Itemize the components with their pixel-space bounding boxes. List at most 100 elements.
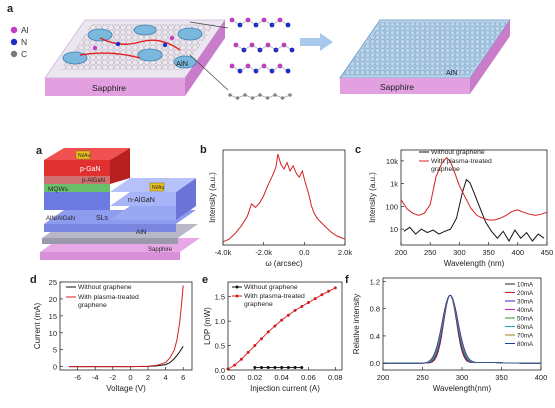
y-axis-label: Intensity (a.u.) xyxy=(368,172,377,223)
atom xyxy=(289,47,295,53)
chart-d: 0 5 10 15 20 25 -6 -4 -2 0 2 4 6 Voltage (V) Current (… xyxy=(33,278,193,393)
panel-a-top-graphic: Al N C xyxy=(10,17,511,100)
series-line-c-1 xyxy=(400,156,548,221)
layer-aln-algan: AlN/AlGaN xyxy=(46,216,75,222)
legend-label: 10mA xyxy=(517,282,534,289)
x-axis-label: Injection current (A) xyxy=(250,384,320,393)
x-axis-label: ω (arcsec) xyxy=(265,259,303,268)
y-tick-label: 25 xyxy=(49,278,57,287)
y-tick-label: 0.0 xyxy=(215,366,225,375)
panel-label-f: f xyxy=(345,274,349,286)
plot-frame xyxy=(227,281,343,371)
panel-label-b: b xyxy=(200,144,207,156)
contact-label-top: Ni/Au xyxy=(78,153,90,159)
legend-label: 30mA xyxy=(517,299,534,306)
left-substrate-label: Sapphire xyxy=(92,83,126,93)
left-substrate: Sapphire AlN xyxy=(44,19,226,96)
panel-c: c 10 100 1k 10k 200 250 300 350 400 450 Wavelength… xyxy=(355,140,555,275)
x-tick-label: -4 xyxy=(92,373,99,382)
atom xyxy=(285,22,291,28)
legend-label: With plasma-treated graphene xyxy=(431,158,492,173)
y-tick-label: 15 xyxy=(49,312,57,321)
legend-marker xyxy=(235,294,239,298)
x-tick-label: 0.08 xyxy=(328,373,343,382)
y-tick-label: 0.0 xyxy=(370,359,380,368)
x-tick-label: 0.0 xyxy=(299,248,309,257)
panel-label-a: a xyxy=(36,145,43,157)
atomic-structure xyxy=(228,17,295,100)
plot-frame xyxy=(222,149,346,246)
left-aln-label: AlN xyxy=(176,59,188,68)
y-tick-label: 100 xyxy=(385,202,398,211)
y-tick-label: 5 xyxy=(53,346,57,355)
x-tick-label: 0.02 xyxy=(248,373,263,382)
y-tick-label: 10k xyxy=(386,157,398,166)
x-tick-label: -2.0k xyxy=(255,248,272,257)
panel-d: d 0 5 10 15 20 25 -6 -4 -2 0 2 4 6 Voltage (V) Current… xyxy=(30,268,200,403)
layer-mqws: MQWs xyxy=(48,186,69,193)
legend-label: With plasma-treated graphene xyxy=(244,293,305,308)
layer-p-algan: p-AlGaN xyxy=(82,178,105,184)
device-stack-graphic: Ni/Au Ni/Au p-GaN p-AlGaN MQWs n-AlGaN S… xyxy=(40,148,200,260)
x-tick-label: 200 xyxy=(377,373,390,382)
atom xyxy=(285,68,291,74)
x-tick-label: -6 xyxy=(74,373,81,382)
y-tick-label: 10 xyxy=(390,225,398,234)
layer-sls: SLs xyxy=(96,215,109,222)
chart-e: 0.0 0.5 1.0 1.5 0.00 0.02 0.04 0.06 0.08 Injectio… xyxy=(203,281,343,393)
layer-p-gan: p-GaN xyxy=(80,166,101,173)
y-tick-label: 1.2 xyxy=(370,277,380,286)
y-tick-label: 1.5 xyxy=(215,293,225,302)
x-tick-label: 450 xyxy=(541,248,554,257)
legend-label: Without graphene xyxy=(78,284,132,291)
x-tick-label: 400 xyxy=(512,248,525,257)
plot-frame xyxy=(59,281,193,371)
panel-label-c: c xyxy=(355,144,362,156)
carbon-atom xyxy=(288,93,292,97)
x-tick-label: -4.0k xyxy=(215,248,232,257)
legend-c-label: C xyxy=(21,49,27,59)
y-tick-label: 0 xyxy=(53,363,57,372)
legend-label: 20mA xyxy=(517,290,534,297)
panel-b: b -4.0k -2.0k 0.0 2.0k ω (arcsec) Intensity (… xyxy=(195,140,355,275)
x-tick-label: 350 xyxy=(482,248,495,257)
y-tick-label: 0.5 xyxy=(215,342,225,351)
x-tick-label: 0.06 xyxy=(301,373,316,382)
atom-legend: Al N C xyxy=(10,25,29,59)
panel-label-d: d xyxy=(30,274,37,286)
panel-label-a-top: a xyxy=(7,3,14,15)
panel-device-stack: a Ni/Au Ni/Au p-GaN xyxy=(0,140,200,270)
y-tick-label: 0.8 xyxy=(370,305,380,314)
series-line-b xyxy=(222,153,346,243)
legend-label: 60mA xyxy=(517,324,534,331)
x-tick-label: 0.00 xyxy=(221,373,236,382)
legend-label: 40mA xyxy=(517,307,534,314)
panel-e: e 0.0 0.5 1.0 1.5 0.00 0.02 0.04 0.06 0.08 Inject… xyxy=(200,268,350,403)
y-tick-label: 20 xyxy=(49,295,57,304)
layer-aln: AlN xyxy=(136,229,147,236)
x-tick-label: 6 xyxy=(181,373,185,382)
legend-al-label: Al xyxy=(21,25,29,35)
chart-f: 0.0 0.4 0.8 1.2 200 250 300 350 400 Wavelength(nm… xyxy=(352,277,547,393)
process-arrow xyxy=(300,33,333,51)
legend-n-dot xyxy=(10,38,18,46)
x-axis-label: Voltage (V) xyxy=(106,384,146,393)
contact-pad-right: Ni/Au xyxy=(149,182,164,192)
series-line-e-1 xyxy=(227,287,336,370)
contact-pad-top: Ni/Au xyxy=(75,150,90,160)
legend-n-label: N xyxy=(21,37,27,47)
right-substrate: Sapphire AlN xyxy=(339,19,511,94)
y-tick-label: 1.0 xyxy=(215,317,225,326)
series-line-c-0 xyxy=(403,178,545,243)
plot-frame xyxy=(400,149,548,246)
x-tick-label: 0.04 xyxy=(274,373,289,382)
legend-al-dot xyxy=(10,26,18,34)
legend-label: 50mA xyxy=(517,316,534,323)
legend-marker xyxy=(235,285,239,289)
x-tick-label: 4 xyxy=(164,373,168,382)
x-tick-label: 0 xyxy=(128,373,132,382)
x-tick-label: 250 xyxy=(416,373,429,382)
chart-c: 10 100 1k 10k 200 250 300 350 400 450 Wavelength (… xyxy=(368,149,554,268)
x-tick-label: 2 xyxy=(146,373,150,382)
x-tick-label: 350 xyxy=(495,373,508,382)
